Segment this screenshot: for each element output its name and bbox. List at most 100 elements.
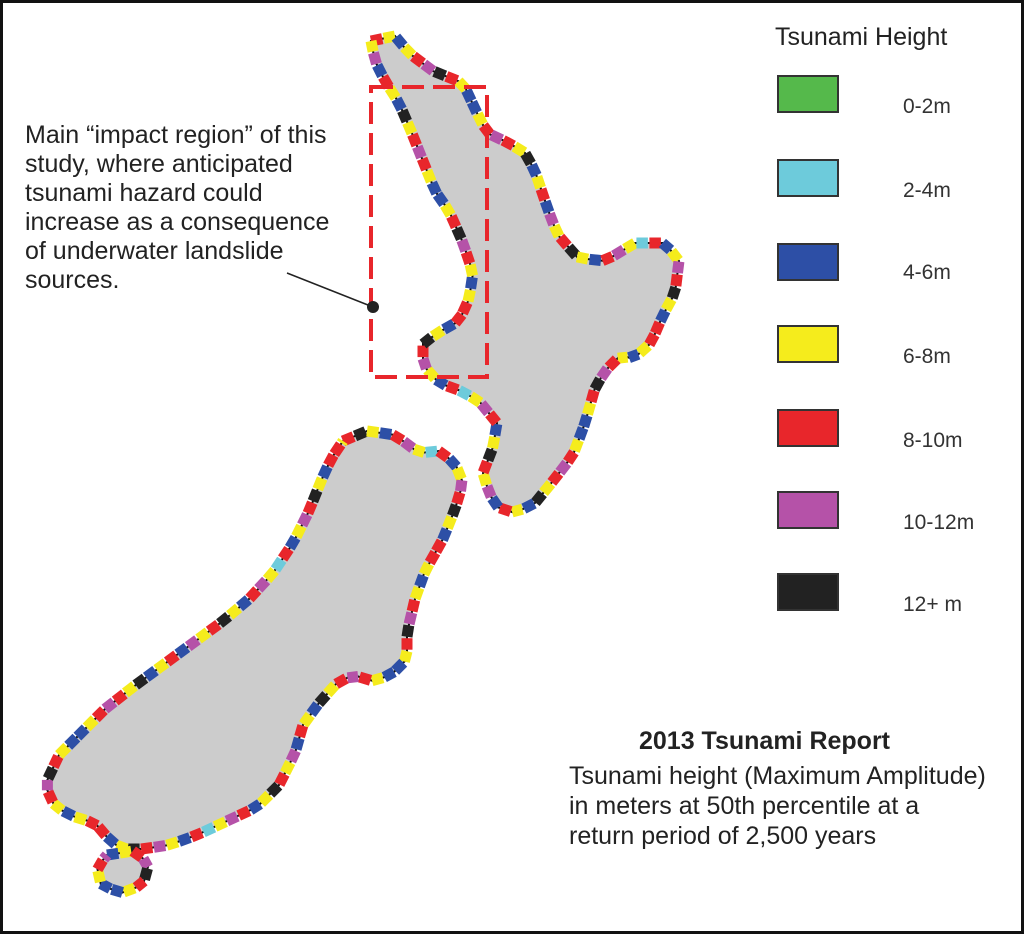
coast-segment — [174, 642, 191, 659]
impact-region-annotation: Main “impact region” of this study, wher… — [25, 121, 330, 294]
coast-segment — [544, 211, 559, 227]
coast-segment — [138, 855, 153, 870]
coast-segment — [139, 867, 153, 882]
legend-label-2-4m: 2-4m — [903, 179, 951, 202]
coast-segment — [266, 781, 283, 798]
coast-segment — [412, 443, 426, 458]
coast-segment — [84, 815, 100, 831]
coast-segment — [531, 490, 547, 507]
coast-segment — [226, 603, 243, 620]
legend-swatch-0-2m — [777, 75, 839, 113]
coast-segment — [323, 681, 340, 698]
south-island — [43, 429, 465, 850]
coast-segment — [666, 285, 681, 300]
coast-segment — [455, 479, 468, 492]
coast-segment — [278, 545, 294, 562]
coast-segment — [201, 822, 217, 837]
coast-segment — [596, 365, 613, 382]
coast-segment — [555, 233, 572, 250]
coast-segment — [352, 426, 368, 442]
coast-segment — [323, 452, 339, 468]
coast-segment — [670, 273, 683, 287]
coast-segment — [64, 733, 81, 750]
coast-segment — [399, 649, 413, 663]
coast-segment — [600, 251, 615, 266]
coast-segment — [290, 736, 305, 751]
coast-segment — [407, 132, 422, 148]
coast-segment — [247, 799, 263, 815]
coast-segment — [433, 374, 449, 391]
coast-segment — [644, 332, 660, 348]
coast-segment — [487, 495, 503, 511]
coast-segment — [547, 469, 564, 486]
coast-segment — [329, 441, 346, 458]
coast-segment — [414, 573, 429, 589]
coast-segment — [410, 51, 426, 68]
coast-segment — [419, 332, 436, 349]
coast-segment — [650, 320, 665, 336]
coast-segment — [465, 276, 478, 290]
coast-segment — [472, 111, 488, 127]
legend-swatch-6-8m — [777, 325, 839, 363]
coast-segment — [549, 223, 564, 239]
coast-segment — [389, 429, 406, 446]
coast-segment — [189, 827, 205, 843]
coastline-hazard-segments — [41, 30, 685, 898]
coast-segment — [280, 760, 296, 776]
coast-segment — [424, 549, 441, 566]
coast-segment — [49, 799, 66, 815]
coast-segment — [236, 805, 252, 821]
coast-segment — [302, 500, 318, 516]
coast-segment — [540, 199, 555, 215]
coast-segment — [195, 627, 212, 644]
coast-segment — [461, 88, 477, 104]
coast-segment — [184, 635, 201, 652]
coast-segment — [336, 438, 348, 447]
coast-segment — [511, 141, 528, 158]
coast-segment — [129, 846, 146, 863]
coast-segment — [397, 108, 412, 124]
coast-segment — [589, 376, 606, 392]
coast-segment — [82, 715, 99, 732]
coast-segment — [291, 523, 307, 539]
coast-segment — [478, 472, 492, 487]
coast-segment — [406, 598, 421, 613]
coast-segment — [585, 389, 600, 404]
coast-segment — [635, 341, 652, 358]
legend-title: Tsunami Height — [775, 23, 948, 51]
coast-segment — [94, 823, 110, 840]
legend-swatch-2-4m — [777, 159, 839, 197]
coast-segment — [457, 300, 473, 316]
coast-segment — [369, 33, 384, 47]
coast-segment — [429, 325, 446, 341]
coast-segment — [432, 66, 448, 81]
coast-segment — [526, 162, 542, 178]
coast-segment — [297, 512, 313, 528]
coast-segment — [432, 191, 449, 208]
coast-segment — [346, 671, 359, 684]
coast-segment — [420, 59, 437, 76]
north-island — [369, 34, 681, 515]
coast-segment — [563, 449, 579, 465]
coast-segment — [43, 765, 58, 781]
coast-segment — [73, 811, 88, 826]
coast-segment — [539, 480, 556, 496]
legend-label-4-6m: 4-6m — [903, 261, 951, 284]
coast-segment — [400, 43, 417, 60]
coast-segment — [340, 431, 356, 447]
coast-segment — [98, 878, 113, 894]
coast-segment — [498, 502, 513, 517]
coast-segment — [110, 884, 124, 898]
coast-segment — [132, 673, 149, 690]
coast-segment — [285, 748, 301, 764]
coast-segment — [366, 425, 380, 439]
coast-segment — [101, 697, 118, 714]
coast-segment — [418, 561, 434, 577]
annotation-leader-line — [286, 272, 374, 308]
annotation-leader-dot — [367, 301, 379, 313]
legend-label-0-2m: 0-2m — [903, 95, 951, 118]
coast-segment — [481, 484, 497, 499]
coast-segment — [381, 667, 397, 683]
coast-segment — [140, 842, 154, 855]
coast-segment — [391, 33, 408, 50]
